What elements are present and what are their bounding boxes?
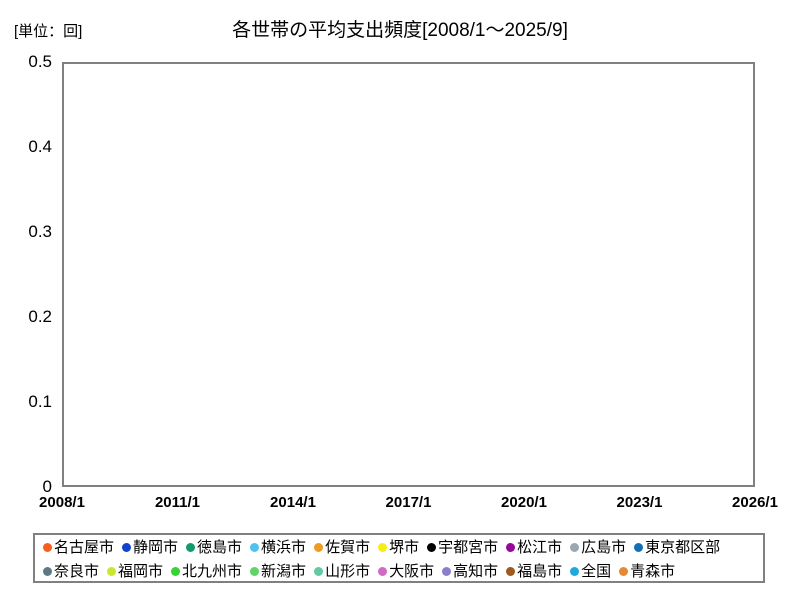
legend-label: 青森市 <box>630 563 676 580</box>
legend-marker-icon <box>378 543 388 552</box>
legend-item[interactable]: 東京都区部 <box>634 540 720 555</box>
legend-item[interactable]: 青森市 <box>619 564 675 579</box>
legend-label: 東京都区部 <box>645 539 721 556</box>
legend-marker-icon <box>506 543 516 552</box>
legend-marker-icon <box>43 567 52 576</box>
unit-label: [単位：回] <box>14 23 83 40</box>
legend-marker-icon <box>427 543 437 552</box>
legend-item[interactable]: 堺市 <box>378 540 419 555</box>
legend-label: 広島市 <box>581 539 627 556</box>
legend-item[interactable]: 大阪市 <box>378 564 434 579</box>
legend-marker-icon <box>250 567 260 576</box>
legend-marker-icon <box>314 543 324 552</box>
legend-item[interactable]: 徳島市 <box>186 540 242 555</box>
x-axis-tick-label: 2020/1 <box>501 494 547 511</box>
legend-label: 佐賀市 <box>325 539 371 556</box>
x-axis-tick-label: 2008/1 <box>39 494 85 511</box>
x-axis-tick-label: 2014/1 <box>270 494 316 511</box>
legend-item[interactable]: 福岡市 <box>107 564 163 579</box>
legend-item[interactable]: 新潟市 <box>250 564 306 579</box>
legend-row-2: 奈良市 福岡市 北九州市 新潟市 山形市 大阪市 高知市 福島市 全国 青森市 <box>35 559 763 584</box>
x-axis-tick-label: 2023/1 <box>616 494 663 511</box>
legend-marker-icon <box>122 543 132 552</box>
legend-item[interactable]: 北九州市 <box>171 564 242 579</box>
x-axis-tick-label: 2017/1 <box>385 494 432 511</box>
y-axis-tick-label: 0.4 <box>28 137 52 156</box>
legend-label: 堺市 <box>389 539 420 556</box>
x-axis-tick-label: 2011/1 <box>154 494 201 511</box>
legend-label: 福島市 <box>517 563 563 580</box>
legend-marker-icon <box>43 543 52 552</box>
legend-item[interactable]: 広島市 <box>570 540 626 555</box>
legend-marker-icon <box>378 567 388 576</box>
y-axis-tick-label: 0.2 <box>28 307 52 326</box>
legend-item[interactable]: 横浜市 <box>250 540 306 555</box>
legend-marker-icon <box>634 543 644 552</box>
legend-marker-icon <box>570 543 580 552</box>
legend-item[interactable]: 奈良市 <box>43 564 99 579</box>
legend-label: 松江市 <box>517 539 563 556</box>
legend-item[interactable]: 福島市 <box>506 564 562 579</box>
legend-label: 全国 <box>581 563 612 580</box>
legend-label: 宇都宮市 <box>438 539 499 556</box>
legend: 名古屋市 静岡市 徳島市 横浜市 佐賀市 堺市 宇都宮市 松江市 広島市 東京都区部 奈良市 福岡市… <box>33 533 765 583</box>
legend-label: 大阪市 <box>389 563 435 580</box>
legend-label: 奈良市 <box>54 563 100 580</box>
legend-item[interactable]: 静岡市 <box>122 540 178 555</box>
legend-item[interactable]: 佐賀市 <box>314 540 370 555</box>
legend-label: 徳島市 <box>197 539 243 556</box>
legend-marker-icon <box>186 543 196 552</box>
legend-item[interactable]: 宇都宮市 <box>427 540 498 555</box>
legend-item[interactable]: 山形市 <box>314 564 370 579</box>
legend-marker-icon <box>442 567 452 576</box>
legend-item[interactable]: 高知市 <box>442 564 498 579</box>
chart-title: 各世帯の平均支出頻度[2008/1～2025/9] <box>232 20 568 41</box>
legend-label: 横浜市 <box>261 539 307 556</box>
y-axis-tick-label: 0.3 <box>28 222 52 241</box>
legend-marker-icon <box>250 543 260 552</box>
legend-label: 北九州市 <box>182 563 243 580</box>
y-axis-tick-label: 0 <box>42 477 52 496</box>
legend-marker-icon <box>314 567 324 576</box>
legend-label: 福岡市 <box>118 563 164 580</box>
y-axis-tick-label: 0.1 <box>28 392 52 411</box>
y-axis-tick-label: 0.5 <box>28 52 52 71</box>
legend-marker-icon <box>506 567 516 576</box>
legend-label: 高知市 <box>453 563 499 580</box>
legend-item[interactable]: 名古屋市 <box>43 540 114 555</box>
legend-label: 静岡市 <box>133 539 179 556</box>
legend-label: 新潟市 <box>261 563 307 580</box>
legend-label: 名古屋市 <box>54 539 115 556</box>
legend-row-1: 名古屋市 静岡市 徳島市 横浜市 佐賀市 堺市 宇都宮市 松江市 広島市 東京都区部 <box>35 535 763 560</box>
x-axis-tick-label: 2026/1 <box>732 494 778 511</box>
plot-frame <box>62 62 755 487</box>
legend-label: 山形市 <box>325 563 371 580</box>
plot-area <box>62 62 755 487</box>
legend-marker-icon <box>619 567 629 576</box>
legend-item[interactable]: 全国 <box>570 564 611 579</box>
legend-marker-icon <box>107 567 117 576</box>
legend-item[interactable]: 松江市 <box>506 540 562 555</box>
legend-marker-icon <box>171 567 181 576</box>
legend-marker-icon <box>570 567 580 576</box>
